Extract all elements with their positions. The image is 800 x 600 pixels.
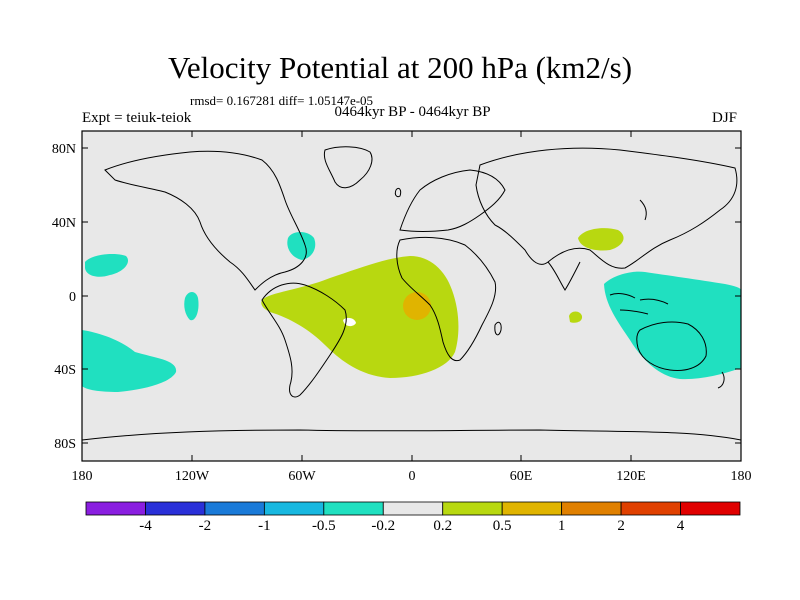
colorbar [85, 501, 741, 516]
map-title: Velocity Potential at 200 hPa (km2/s) [167, 50, 633, 85]
colorbar-swatch [501, 501, 563, 516]
coastlines [82, 146, 741, 441]
colorbar-swatch [145, 501, 206, 516]
lon-label-120w: 120W [175, 469, 210, 484]
colorbar-swatch [680, 501, 741, 516]
lon-label-60e: 60E [510, 469, 533, 484]
lat-label-80n: 80N [52, 142, 76, 157]
colorbar-label: -2 [198, 518, 212, 534]
lat-label-40s: 40S [54, 363, 76, 378]
colorbar-swatch [263, 501, 325, 516]
colorbar-swatch [561, 501, 622, 516]
contour-region-neg-south-pacific [82, 330, 177, 392]
lat-label-40n: 40N [52, 216, 76, 231]
period-label: 0464kyr BP - 0464kyr BP [334, 104, 491, 120]
contour-region-neg-dateline [733, 290, 741, 368]
colorbar-label: 0.5 [492, 518, 512, 534]
lat-label-0: 0 [69, 290, 76, 305]
colorbar-label: -1 [258, 518, 271, 534]
lon-label-60w: 60W [288, 469, 316, 484]
colorbar-label: -4 [139, 518, 152, 534]
contour-region-pos-indian [569, 311, 583, 323]
contour-region-neg-pacific-north [85, 254, 129, 277]
colorbar-swatch [85, 501, 146, 516]
colorbar-swatch [442, 501, 503, 516]
contour-region-neg-east-pacific [184, 292, 199, 321]
experiment-label: Expt = teiuk-teiok [82, 110, 192, 126]
colorbar-label: -0.5 [311, 518, 336, 534]
lon-label-0: 0 [409, 469, 416, 484]
colorbar-swatch [204, 501, 265, 516]
colorbar-label: 0.2 [433, 518, 453, 534]
contour-region-neg-atlantic-north [287, 232, 316, 260]
colorbar-label: 2 [617, 518, 625, 534]
lat-label-80s: 80S [54, 437, 76, 452]
stats-label: rmsd= 0.167281 diff= 1.05147e-05 [190, 93, 374, 108]
colorbar-swatch [620, 501, 681, 516]
contour-region-pos-africa-atlantic [261, 256, 459, 378]
colorbar-swatch [382, 501, 444, 516]
colorbar-label: 1 [557, 518, 566, 534]
colorbar-swatch [323, 501, 384, 516]
lon-label-180e: 180 [731, 469, 752, 484]
colorbar-label: 4 [676, 518, 685, 534]
lon-label-120e: 120E [616, 469, 646, 484]
contour-region-pos-asia [578, 228, 624, 251]
colorbar-label: -0.2 [371, 518, 396, 534]
lon-label-180w: 180 [72, 469, 93, 484]
axis-ticks [82, 131, 741, 461]
contour-region-pos-africa-core [403, 292, 431, 320]
season-label: DJF [712, 110, 738, 126]
